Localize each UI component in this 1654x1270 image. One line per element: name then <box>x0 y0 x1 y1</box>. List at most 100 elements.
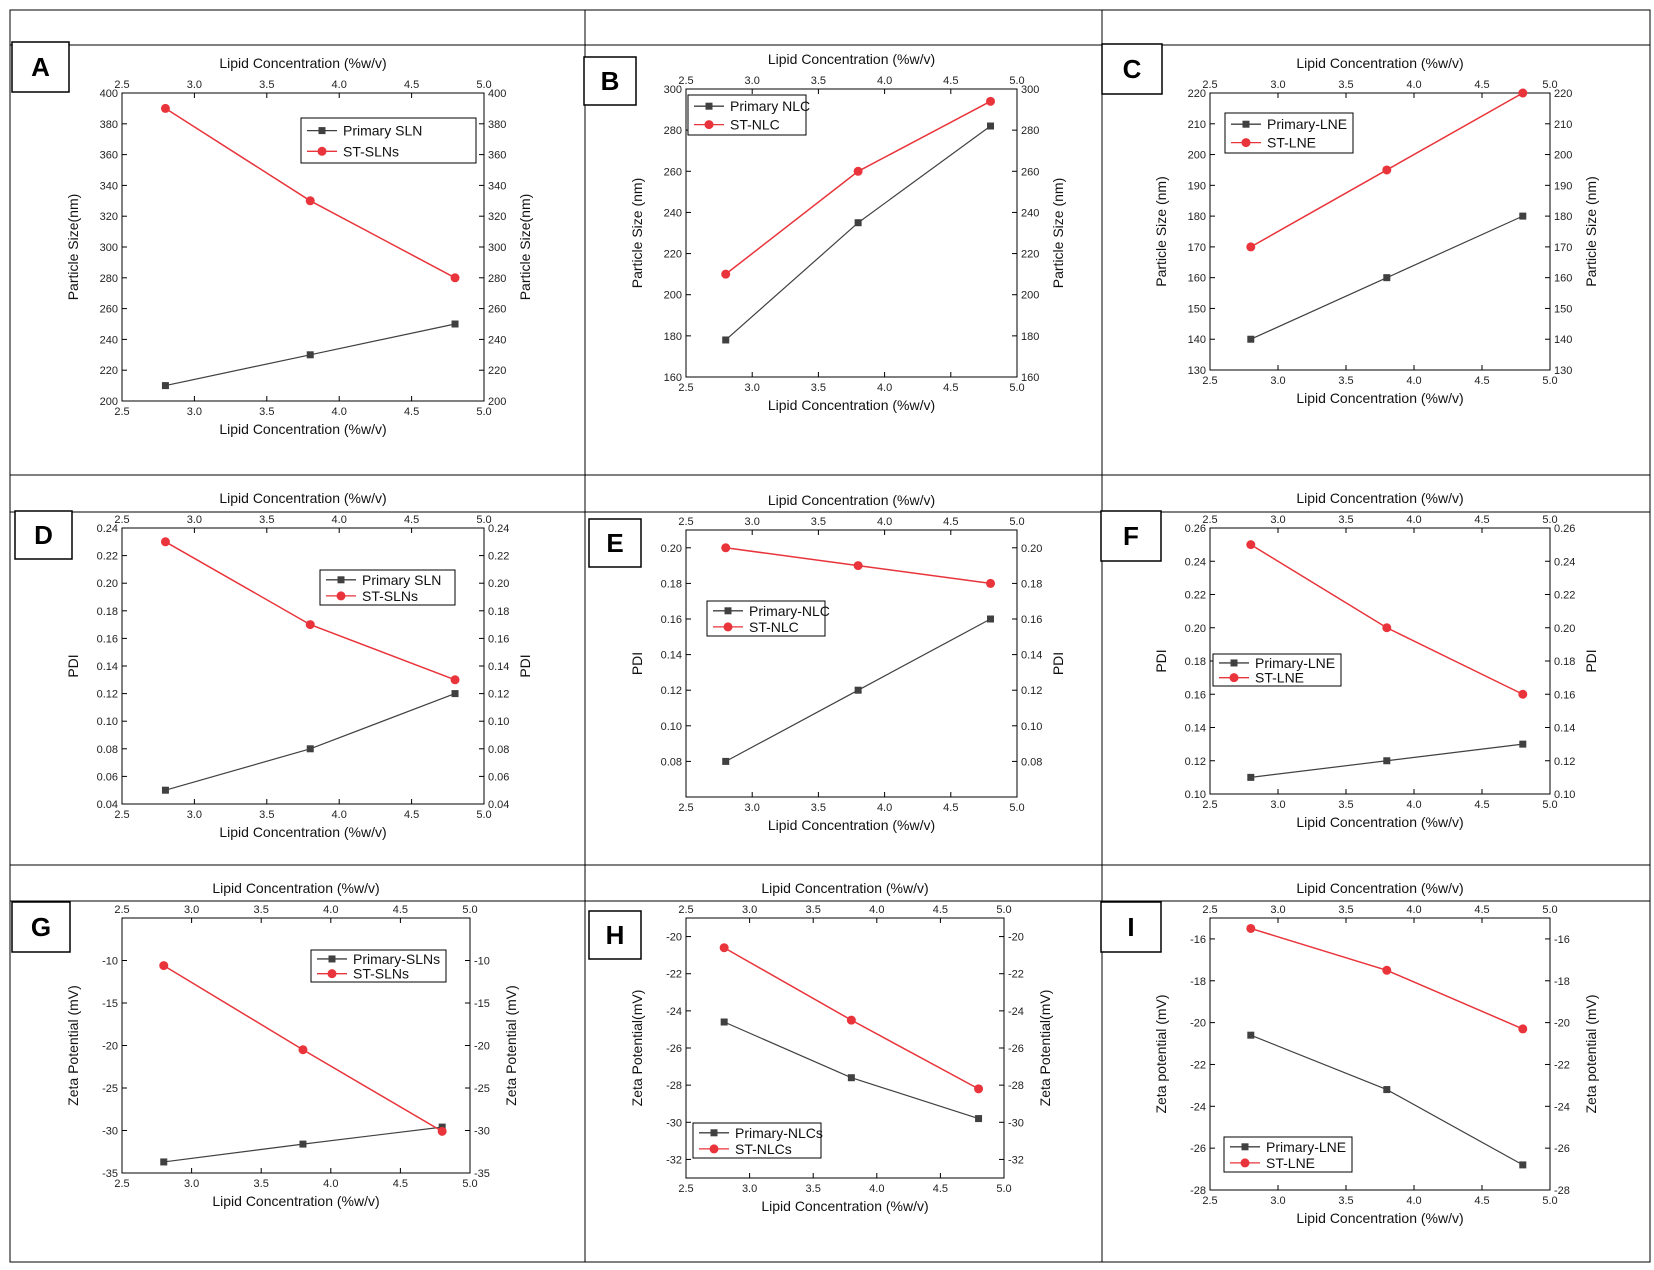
x-tick-label-top: 3.0 <box>745 516 760 528</box>
y-tick-label-right: 0.14 <box>1554 723 1575 735</box>
y-tick-label-right: -10 <box>474 956 490 968</box>
x-tick-label-top: 2.5 <box>1202 904 1217 916</box>
y-tick-label-right: 0.08 <box>1021 756 1042 768</box>
y-axis-label-right: Zeta Potential(mV) <box>1037 990 1053 1107</box>
legend-label: ST-NLC <box>749 619 799 635</box>
panel-letter: E <box>606 528 623 558</box>
x-tick-label-top: 5.0 <box>1542 79 1557 91</box>
legend-swatch-marker <box>724 607 732 615</box>
x-tick-label-top: 4.5 <box>1474 514 1489 526</box>
x-tick-label: 5.0 <box>1542 375 1557 387</box>
x-tick-label-top: 4.5 <box>1474 79 1489 91</box>
y-tick-label: 400 <box>100 88 118 100</box>
legend-swatch-marker <box>1240 1158 1250 1168</box>
x-tick-label: 4.5 <box>404 809 419 821</box>
data-point-primary <box>1383 274 1391 282</box>
x-tick-label-top: 4.5 <box>393 904 408 916</box>
y-tick-label-right: 0.16 <box>1021 614 1042 626</box>
x-tick-label: 4.5 <box>933 1183 948 1195</box>
y-tick-label: 210 <box>1188 119 1206 131</box>
y-tick-label: 0.14 <box>97 661 118 673</box>
x-tick-label: 2.5 <box>678 802 693 814</box>
y-tick-label-right: 160 <box>1021 372 1039 384</box>
data-point-primary <box>1519 212 1527 220</box>
y-tick-label: 0.12 <box>1185 756 1206 768</box>
legend-swatch-marker <box>328 955 336 963</box>
x-tick-label-top: 2.5 <box>678 516 693 528</box>
x-axis-label: Lipid Concentration (%w/v) <box>1296 1210 1463 1226</box>
x-tick-label: 5.0 <box>476 809 491 821</box>
x-tick-label: 3.5 <box>254 1178 269 1190</box>
y-tick-label-right: 0.12 <box>1021 685 1042 697</box>
y-tick-label: 0.20 <box>661 543 682 555</box>
data-point-primary <box>306 351 314 359</box>
x-tick-label-top: 3.5 <box>254 904 269 916</box>
y-tick-label: 200 <box>664 290 682 302</box>
y-tick-label-right: -20 <box>474 1041 490 1053</box>
x-tick-label: 3.0 <box>1270 799 1285 811</box>
legend-label: Primary-SLNs <box>353 951 440 967</box>
y-tick-label: 220 <box>664 249 682 261</box>
y-axis-label-right: Zeta potential (mV) <box>1583 994 1599 1113</box>
y-tick-label: 180 <box>664 331 682 343</box>
y-tick-label: -22 <box>1190 1059 1206 1071</box>
x-axis-label-top: Lipid Concentration (%w/v) <box>1296 880 1463 896</box>
x-tick-label: 3.5 <box>259 809 274 821</box>
x-tick-label-top: 3.5 <box>806 904 821 916</box>
x-tick-label: 5.0 <box>1542 799 1557 811</box>
y-tick-label: 0.14 <box>661 650 682 662</box>
y-tick-label: -20 <box>102 1041 118 1053</box>
y-tick-label: -25 <box>102 1083 118 1095</box>
y-tick-label: -20 <box>666 932 682 944</box>
x-tick-label: 4.5 <box>393 1178 408 1190</box>
chart-panel-h: H 2.5 2.5 3.0 3.0 3.5 3.5 4.0 4.0 4.5 4.5 5.0 5.0 -32… <box>588 880 1053 1214</box>
y-tick-label: 220 <box>1188 88 1206 100</box>
data-point-primary <box>161 786 169 794</box>
x-axis-label-top: Lipid Concentration (%w/v) <box>1296 55 1463 71</box>
y-axis-label: Zeta Potential (mV) <box>65 985 81 1106</box>
x-tick-label: 3.0 <box>745 802 760 814</box>
y-tick-label-right: 0.04 <box>488 799 509 811</box>
x-axis-label-top: Lipid Concentration (%w/v) <box>1296 490 1463 506</box>
legend: Primary SLN ST-SLNs <box>300 117 477 164</box>
legend-label: ST-LNE <box>1266 1155 1315 1171</box>
chart-panel-e: E 2.5 2.5 3.0 3.0 3.5 3.5 4.0 4.0 4.5 4.5 5.0 5.0 0.0… <box>588 492 1066 833</box>
y-tick-label: 240 <box>100 334 118 346</box>
table-frame <box>9 9 1651 1263</box>
x-tick-label-top: 4.0 <box>323 904 338 916</box>
panel-letter-box <box>588 910 642 960</box>
panel-letter: B <box>601 66 620 96</box>
y-axis-label: Zeta Potential(mV) <box>629 990 645 1107</box>
x-tick-label-top: 2.5 <box>678 75 693 87</box>
x-tick-label: 3.5 <box>1338 799 1353 811</box>
y-axis-label-right: Zeta Potential (mV) <box>503 985 519 1106</box>
x-tick-label-top: 2.5 <box>114 79 129 91</box>
legend-swatch-marker <box>705 102 713 110</box>
x-tick-label-top: 5.0 <box>476 79 491 91</box>
chart-panel-b: B2.52.53.03.03.53.54.04.04.54.55.05.0160… <box>583 51 1066 413</box>
data-point-primary <box>451 320 459 328</box>
x-tick-label-top: 3.5 <box>811 516 826 528</box>
y-tick-label: -22 <box>666 969 682 981</box>
y-axis-label: Zeta potential (mV) <box>1153 994 1169 1113</box>
y-tick-label: -35 <box>102 1168 118 1180</box>
y-tick-label-right: -16 <box>1554 934 1570 946</box>
x-tick-label-top: 3.0 <box>1270 514 1285 526</box>
y-tick-label-right: 0.08 <box>488 744 509 756</box>
legend-label: Primary-LNE <box>1266 1139 1346 1155</box>
data-point-primary <box>1519 1161 1527 1169</box>
panel-letter-box <box>1100 510 1162 562</box>
panel-letter: H <box>606 920 625 950</box>
data-point-st <box>1382 165 1392 175</box>
y-tick-label-right: -22 <box>1008 969 1024 981</box>
y-tick-label-right: 0.18 <box>488 606 509 618</box>
x-tick-label-top: 4.0 <box>869 904 884 916</box>
x-tick-label: 2.5 <box>114 809 129 821</box>
panel-letter-box <box>14 510 73 560</box>
x-tick-label-top: 3.0 <box>184 904 199 916</box>
y-tick-label-right: 0.12 <box>488 689 509 701</box>
x-tick-label-top: 4.0 <box>332 514 347 526</box>
data-point-primary <box>1383 1086 1391 1094</box>
y-axis-label: PDI <box>65 654 81 677</box>
